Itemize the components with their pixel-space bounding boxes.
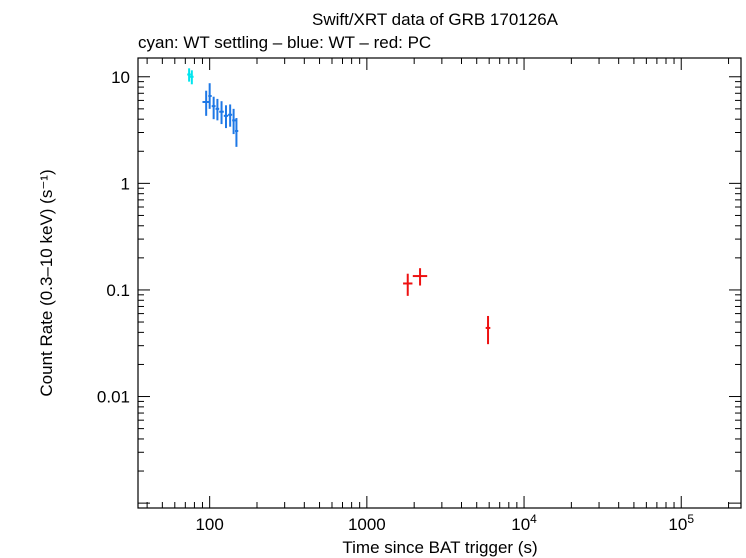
plot-frame [137,57,742,509]
data-point [190,70,194,85]
x-tick-label: 105 [668,512,694,534]
data-point [208,83,212,109]
x-tick-label: 104 [511,512,537,534]
axis-tick-labels: 100 1000 104 105 10 1 0.1 0.01 [97,68,694,534]
x-tick-label: 1000 [348,515,386,534]
chart-subtitle: cyan: WT settling – blue: WT – red: PC [138,33,431,52]
data-point [485,315,491,345]
data-point [215,98,220,121]
x-axis-label: Time since BAT trigger (s) [342,538,537,557]
x-tick-label: 100 [195,515,223,534]
data-point [223,105,229,129]
data-point [219,101,224,125]
data-point [228,104,233,127]
data-point [235,118,239,147]
y-tick-label: 0.01 [97,388,130,407]
data-point [232,108,236,135]
y-tick-label: 10 [111,68,130,87]
data-point [403,273,413,296]
data-point [211,96,216,120]
y-tick-label: 0.1 [106,281,130,300]
data-points [187,68,491,345]
data-point [187,68,191,82]
chart-title: Swift/XRT data of GRB 170126A [312,10,559,29]
y-axis-label: Count Rate (0.3–10 keV) (s⁻¹) [37,169,56,396]
data-point [202,90,210,116]
axis-ticks [138,58,741,509]
data-point [412,268,428,286]
y-tick-label: 1 [121,174,130,193]
